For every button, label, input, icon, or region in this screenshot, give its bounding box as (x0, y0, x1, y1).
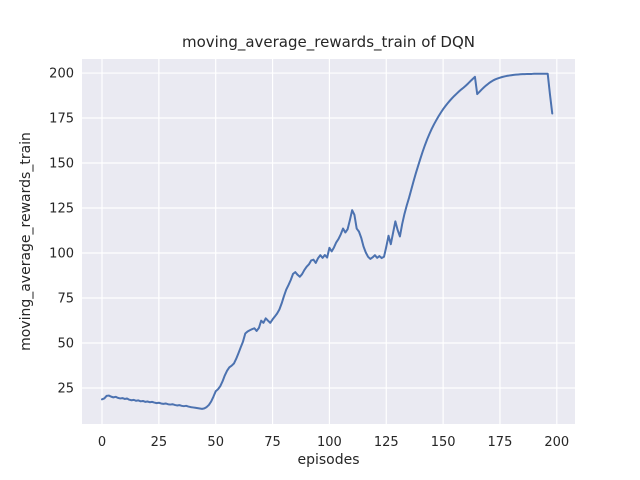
x-tick-label: 150 (431, 435, 456, 450)
x-tick-label: 75 (264, 435, 281, 450)
x-tick-label: 175 (488, 435, 513, 450)
y-tick-label: 75 (57, 292, 74, 307)
y-tick-label: 100 (49, 247, 74, 262)
x-tick-label: 100 (317, 435, 342, 450)
y-tick-labels: 25 50 75 100 125 150 175 200 (49, 67, 74, 397)
y-tick-label: 200 (49, 67, 74, 82)
series-line (101, 72, 554, 410)
plot-area (82, 59, 575, 424)
x-tick-labels: 0 25 50 75 100 125 150 175 200 (98, 435, 569, 450)
x-axis-label: episodes (297, 452, 359, 468)
y-tick-label: 125 (49, 202, 74, 217)
x-tick-label: 50 (207, 435, 224, 450)
y-tick-label: 175 (49, 112, 74, 127)
x-tick-label: 25 (151, 435, 168, 450)
x-tick-label: 0 (98, 435, 106, 450)
y-tick-label: 50 (57, 337, 74, 352)
x-tick-label: 200 (544, 435, 569, 450)
x-tick-label: 125 (374, 435, 399, 450)
y-axis-label: moving_average_rewards_train (18, 132, 34, 351)
chart-title: moving_average_rewards_train of DQN (182, 33, 475, 52)
y-tick-label: 150 (49, 157, 74, 172)
y-tick-label: 25 (57, 382, 74, 397)
